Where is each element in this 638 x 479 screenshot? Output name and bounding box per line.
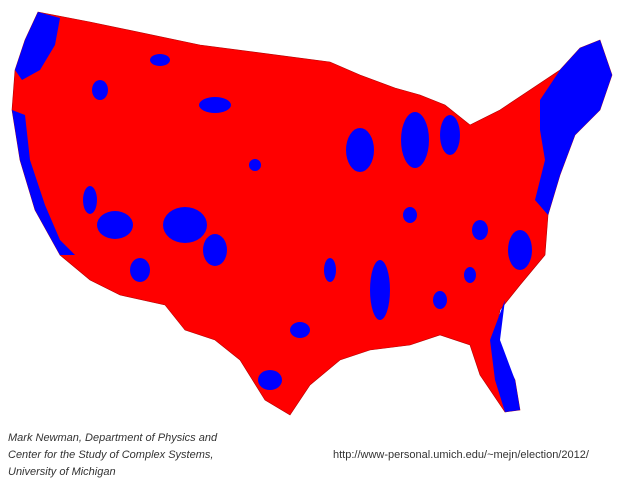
map xyxy=(11,11,613,416)
blue-regions xyxy=(12,12,612,412)
credit-line: Center for the Study of Complex Systems, xyxy=(8,449,213,461)
source-url: http://www-personal.umich.edu/~mejn/elec… xyxy=(333,449,590,461)
credit-line: University of Michigan xyxy=(8,466,116,478)
us-map xyxy=(11,11,613,416)
credit-line: Mark Newman, Department of Physics and xyxy=(8,432,218,444)
